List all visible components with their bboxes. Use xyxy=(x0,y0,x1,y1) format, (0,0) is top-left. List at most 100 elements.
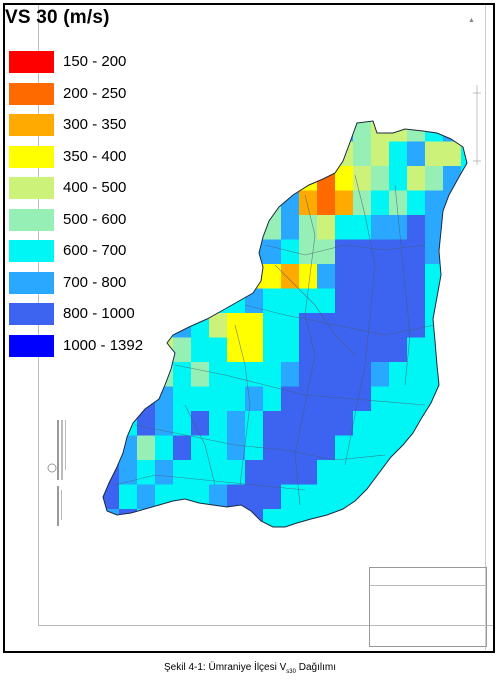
vs30-cell xyxy=(209,411,227,436)
vs30-cell xyxy=(119,509,137,527)
vs30-cell xyxy=(245,509,263,527)
vs30-cell xyxy=(317,411,335,436)
vs30-cell xyxy=(245,264,263,289)
vs30-cell xyxy=(407,313,425,338)
vs30-cell xyxy=(173,509,191,527)
vs30-cell xyxy=(335,264,353,289)
vs30-cell xyxy=(335,239,353,264)
legend-title: VS 30 (m/s) xyxy=(5,7,110,28)
vs30-cell xyxy=(155,509,173,527)
legend-label: 200 - 250 xyxy=(63,84,127,102)
vs30-cell xyxy=(137,411,155,436)
vs30-cell xyxy=(245,460,263,485)
vs30-cell xyxy=(209,484,227,509)
vs30-cell xyxy=(281,166,299,191)
legend-label: 700 - 800 xyxy=(63,273,127,291)
vs30-cell xyxy=(389,239,407,264)
legend-item: 400 - 500 xyxy=(9,177,169,199)
vs30-cell xyxy=(173,460,191,485)
vs30-cell xyxy=(425,190,443,215)
vs30-cell xyxy=(335,362,353,387)
vs30-cell xyxy=(317,264,335,289)
vs30-cell xyxy=(245,337,263,362)
vs30-cell xyxy=(389,264,407,289)
vs30-cell xyxy=(263,215,281,240)
vs30-cell xyxy=(227,484,245,509)
figure-caption: Şekil 4-1: Ümraniye İlçesi Vs30 Dağılımı xyxy=(164,662,336,675)
vs30-cell xyxy=(371,215,389,240)
vs30-cell xyxy=(299,386,317,411)
legend-swatch xyxy=(9,303,54,325)
vs30-cell xyxy=(371,190,389,215)
vs30-cell xyxy=(353,141,371,166)
vs30-cell xyxy=(137,460,155,485)
vs30-cell xyxy=(119,386,137,411)
vs30-cell xyxy=(299,215,317,240)
vs30-cell xyxy=(191,509,209,527)
vs30-cell xyxy=(317,239,335,264)
vs30-cell xyxy=(263,190,281,215)
vs30-cell xyxy=(443,121,461,142)
vs30-cell xyxy=(245,190,263,215)
vs30-cell xyxy=(371,141,389,166)
vs30-cell xyxy=(263,337,281,362)
vs30-cell xyxy=(281,460,299,485)
vs30-cell xyxy=(281,239,299,264)
vs30-cell xyxy=(263,264,281,289)
vs30-cell xyxy=(209,313,227,338)
legend-item: 300 - 350 xyxy=(9,114,169,136)
vs30-cell xyxy=(155,386,173,411)
vs30-cell xyxy=(263,484,281,509)
legend-label: 150 - 200 xyxy=(63,53,127,70)
vs30-cell xyxy=(317,121,335,142)
vs30-cell xyxy=(173,288,191,313)
legend-swatch xyxy=(9,208,54,231)
legend-swatch xyxy=(9,145,54,168)
vs30-cell xyxy=(407,190,425,215)
vs30-cell xyxy=(227,313,245,338)
vs30-cell xyxy=(281,386,299,411)
vs30-cell xyxy=(281,215,299,240)
vs30-cell xyxy=(299,190,317,215)
legend-item: 1000 - 1392 xyxy=(9,334,169,357)
vs30-cell xyxy=(425,166,443,191)
vs30-cell xyxy=(191,460,209,485)
vs30-cell xyxy=(389,215,407,240)
vs30-cell xyxy=(317,362,335,387)
vs30-cell xyxy=(227,239,245,264)
vs30-cell xyxy=(245,484,263,509)
vs30-cell xyxy=(335,166,353,191)
vs30-cell xyxy=(281,362,299,387)
vs30-cell xyxy=(245,411,263,436)
vs30-cell xyxy=(137,362,155,387)
vs30-cell xyxy=(317,166,335,191)
vs30-cell xyxy=(263,313,281,338)
vs30-cell xyxy=(335,121,353,142)
vs30-cell xyxy=(245,362,263,387)
frame-divider xyxy=(38,625,493,626)
vs30-cell xyxy=(209,386,227,411)
vs30-cell xyxy=(425,239,443,264)
vs30-cell xyxy=(209,215,227,240)
vs30-cell xyxy=(371,337,389,362)
vs30-cell xyxy=(353,362,371,387)
vs30-cell xyxy=(155,435,173,460)
vs30-cell xyxy=(389,166,407,191)
vs30-cell xyxy=(425,121,443,142)
vs30-cell xyxy=(173,386,191,411)
legend-item: 500 - 600 xyxy=(9,208,169,231)
vs30-cell xyxy=(281,411,299,436)
legend-swatch xyxy=(9,240,54,262)
frame-divider xyxy=(485,5,486,650)
vs30-cell xyxy=(389,288,407,313)
vs30-cell xyxy=(155,362,173,387)
vs30-cell xyxy=(209,435,227,460)
vs30-cell xyxy=(103,435,119,460)
legend-label: 500 - 600 xyxy=(63,210,127,228)
vs30-cell xyxy=(299,313,317,338)
vs30-cell xyxy=(353,239,371,264)
vs30-cell xyxy=(227,435,245,460)
vs30-cell xyxy=(353,386,371,411)
vs30-cell xyxy=(209,337,227,362)
vs30-cell xyxy=(443,141,461,166)
